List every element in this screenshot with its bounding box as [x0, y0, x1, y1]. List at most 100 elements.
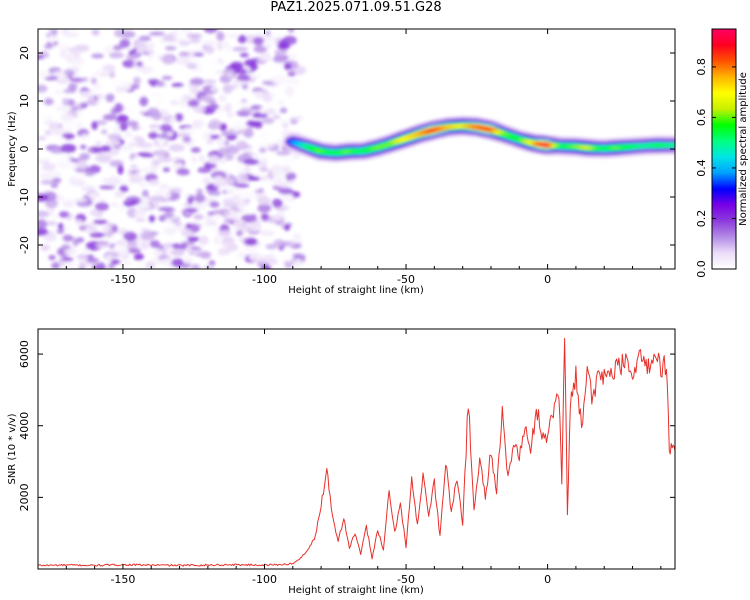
spectrogram-noise-blob [270, 29, 279, 39]
spectrogram-noise-blob [172, 156, 184, 161]
spectrogram-noise-blob [262, 254, 276, 260]
spectrogram-noise-blob [235, 164, 243, 172]
spectrogram-noise-blob [244, 238, 258, 246]
spectrogram-heatmap [38, 29, 675, 269]
spectrogram-noise-blob [184, 193, 191, 198]
spectrogram-y-tick-label: 20 [18, 46, 31, 60]
spectrogram-noise-blob [190, 202, 207, 207]
spectrogram-noise-blob [218, 94, 227, 102]
spectrogram-noise-blob [72, 72, 87, 78]
spectrogram-noise-blob [93, 219, 108, 225]
spectrogram-noise-blob [130, 83, 140, 90]
spectrogram-noise-blob [123, 231, 138, 241]
spectrogram-noise-blob [262, 117, 275, 124]
spectrogram-noise-blob [129, 175, 144, 184]
spectrogram-noise-blob [38, 136, 47, 141]
spectrogram-y-tick-label: 0 [18, 146, 31, 153]
spectrogram-noise-blob [224, 84, 237, 90]
spectrogram-noise-blob [260, 264, 272, 269]
spectrogram-noise-blob [139, 182, 148, 188]
spectrogram-noise-blob [86, 98, 97, 106]
spectrogram-noise-blob [153, 248, 163, 257]
spectrogram-noise-blob [194, 193, 206, 203]
spectrogram-noise-blob [89, 192, 96, 202]
spectrogram-noise-blob [253, 44, 268, 53]
spectrogram-noise-blob [264, 177, 275, 187]
colorbar-tick-label: 0.2 [695, 210, 708, 228]
spectrogram-noise-blob [259, 167, 269, 172]
spectrogram-noise-blob [274, 49, 288, 55]
spectrogram-noise-blob [44, 44, 53, 49]
spectrogram-noise-blob [204, 264, 215, 269]
spectrogram-noise-blob [239, 52, 249, 58]
spectrogram-noise-blob [224, 103, 232, 113]
spectrogram-noise-blob [89, 209, 104, 217]
spectrogram-noise-blob [46, 170, 62, 178]
spectrogram-noise-blob [81, 185, 97, 192]
spectrogram-noise-blob [126, 248, 142, 254]
colorbar-label: Normalized spectral amplitude [738, 72, 749, 226]
spectrogram-ridge-layer [287, 124, 675, 155]
spectrogram-noise-blob [48, 255, 56, 261]
spectrogram-noise-blob [265, 109, 276, 115]
snr-x-tick-label: -150 [110, 573, 135, 586]
spectrogram-noise-blob [135, 49, 143, 54]
spectrogram-noise-blob [108, 52, 124, 59]
spectrogram-noise-blob [148, 215, 156, 223]
spectrogram-noise-blob [222, 29, 236, 35]
spectrogram-noise-blob [199, 251, 212, 259]
spectrogram-noise-blob [187, 100, 199, 108]
spectrogram-noise-blob [209, 57, 220, 68]
spectrogram-noise-blob [209, 201, 220, 208]
spectrogram-noise-blob [237, 250, 247, 260]
spectrogram-noise-blob [163, 226, 177, 236]
spectrogram-noise-blob [157, 206, 174, 212]
colorbar-ticks: 0.0 0.2 0.4 0.6 0.8 [695, 58, 736, 278]
spectrogram-noise-blob [185, 244, 193, 254]
spectrogram-noise-blob [75, 219, 83, 227]
spectrogram-noise-blob [198, 235, 209, 246]
spectrogram-noise-blob [124, 120, 139, 126]
spectrogram-noise-blob [210, 86, 218, 92]
spectrogram-noise-blob [84, 226, 93, 234]
spectrogram-noise-blob [252, 183, 260, 191]
spectrogram-noise-blob [109, 212, 118, 218]
spectrogram-x-axis-label: Height of straight line (km) [288, 285, 424, 296]
snr-x-tick-label: -100 [252, 573, 277, 586]
spectrogram-noise-blob [149, 240, 161, 248]
spectrogram-noise-blob [161, 75, 173, 81]
spectrogram-noise-blob [38, 193, 49, 202]
spectrogram-noise-blob [96, 262, 106, 269]
spectrogram-noise-blob [182, 127, 198, 135]
spectrogram-noise-blob [79, 153, 90, 161]
spectrogram-noise-blob [141, 167, 154, 172]
spectrogram-noise-blob [84, 171, 95, 177]
spectrogram-noise-blob [241, 209, 254, 215]
spectrogram-noise-blob [259, 147, 267, 153]
snr-x-tick-label: 0 [544, 573, 551, 586]
spectrogram-noise-blob [236, 140, 248, 151]
spectrogram-noise-blob [217, 248, 225, 256]
spectrogram-noise-blob [147, 196, 164, 202]
spectrogram-noise-blob [73, 48, 81, 59]
spectrogram-noise-blob [248, 74, 262, 79]
spectrogram-noise-blob [178, 51, 190, 57]
spectrogram-noise-blob [103, 64, 116, 72]
spectrogram-noise-blob [171, 258, 184, 267]
spectrogram-noise-blob [244, 59, 256, 67]
spectrogram-noise-blob [59, 49, 67, 58]
spectrogram-noise-blob [89, 232, 106, 238]
spectrogram-noise-blob [92, 147, 103, 152]
spectrogram-ridge [282, 116, 675, 163]
spectrogram-noise-blob [285, 172, 297, 181]
spectrogram-noise-blob [200, 95, 215, 102]
spectrogram-noise-blob [160, 124, 173, 132]
spectrogram-noise-blob [110, 201, 120, 208]
spectrogram-noise-blob [223, 211, 231, 216]
spectrogram-noise-blob [119, 38, 131, 49]
spectrogram-noise-blob [226, 72, 234, 79]
spectrogram-noise-blob [293, 258, 303, 268]
spectrogram-noise-blob [41, 163, 56, 171]
snr-x-tick-label: -50 [397, 573, 415, 586]
spectrogram-noise-blob [181, 262, 189, 269]
